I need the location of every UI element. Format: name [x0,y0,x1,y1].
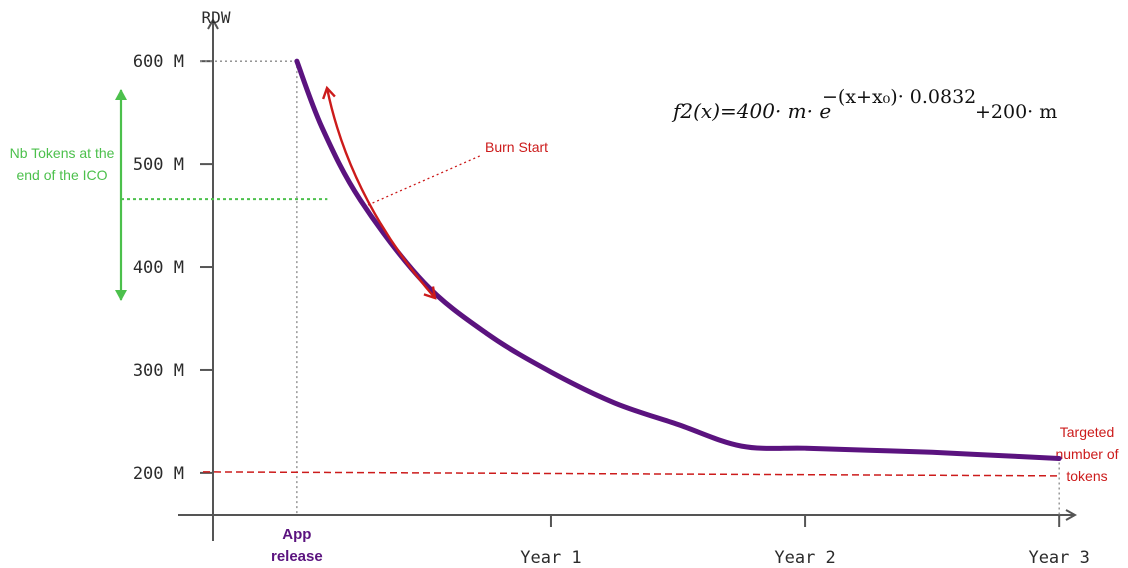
y-tick-label: 500 M [133,155,184,175]
x-tick-label-release-line-2: release [271,548,323,565]
formula-rhs: +200· m [975,101,1057,123]
y-tick-label: 200 M [133,464,184,484]
x-ticks: App release Year 1 Year 2 Year 3 [271,515,1090,568]
x-tick-label: Year 1 [520,548,581,568]
y-tick-label: 300 M [133,361,184,381]
y-axis-title: RDW [202,8,231,27]
ico-label-line-1: Nb Tokens at the [10,145,115,161]
x-tick-label: Year 2 [774,548,835,568]
y-ticks: 600 M 500 M 400 M 300 M 200 M [133,52,213,484]
target-label-line-2: number of [1055,446,1118,462]
target-supply-line [202,471,1060,477]
x-tick-label: Year 3 [1028,548,1089,568]
formula-exponent: −(x+x₀)· 0.0832 [822,86,976,108]
burn-arrow [322,85,437,300]
y-tick-label: 400 M [133,258,184,278]
y-tick-label: 600 M [133,52,184,72]
burn-leader-line [367,154,483,206]
x-tick-label-release: App [282,526,311,543]
target-label-line-3: tokens [1066,468,1107,484]
target-label-line-1: Targeted [1060,424,1114,440]
ico-label-line-2: end of the ICO [16,167,107,183]
formula-lhs: f2(x)=400· m· e [671,99,831,123]
burn-start-label: Burn Start [485,139,548,155]
